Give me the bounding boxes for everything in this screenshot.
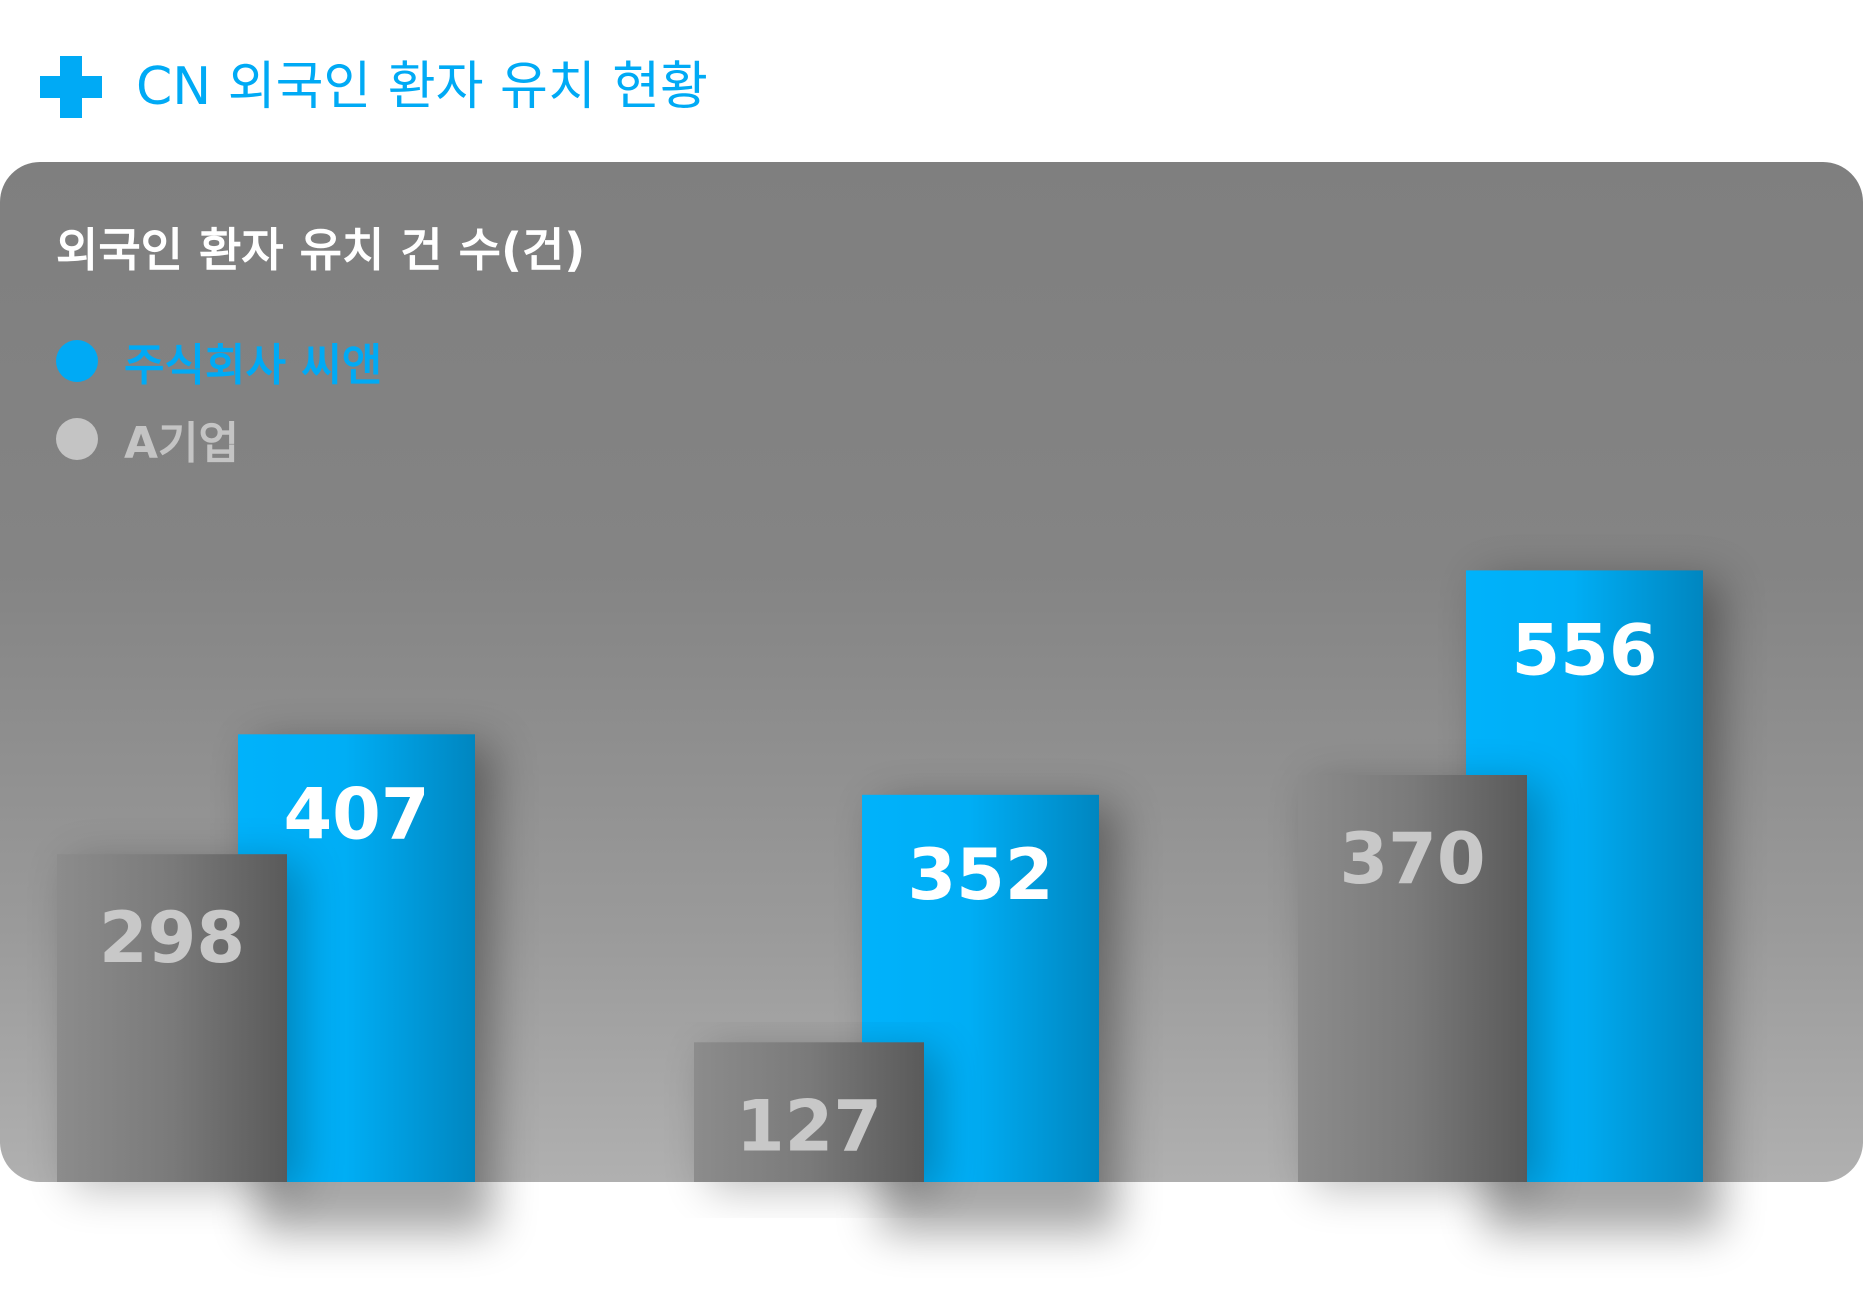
legend-dot-cn [56,340,98,382]
value-label-a-0: 298 [99,897,245,979]
legend-item-a: A기업 [56,400,382,478]
chart-title: 외국인 환자 유치 건 수(건) [56,223,586,277]
legend-item-cn: 주식회사 씨앤 [56,322,382,400]
header: CN 외국인 환자 유치 현황 [40,52,708,122]
plus-icon [40,56,102,118]
bar-a-0 [57,854,287,1182]
value-label-cn-0: 407 [283,773,429,855]
bar-a-1 [694,1042,924,1182]
value-label-cn-2: 556 [1511,609,1657,691]
legend-dot-a [56,418,98,460]
value-label-cn-1: 352 [907,834,1053,916]
value-label-a-2: 370 [1339,818,1485,900]
value-label-a-1: 127 [736,1085,882,1167]
bar-a-2 [1298,775,1527,1182]
page-title: CN 외국인 환자 유치 현황 [136,57,708,117]
legend-label-cn: 주식회사 씨앤 [124,340,383,391]
legend: 주식회사 씨앤 A기업 [56,322,382,478]
legend-label-a: A기업 [124,418,240,469]
